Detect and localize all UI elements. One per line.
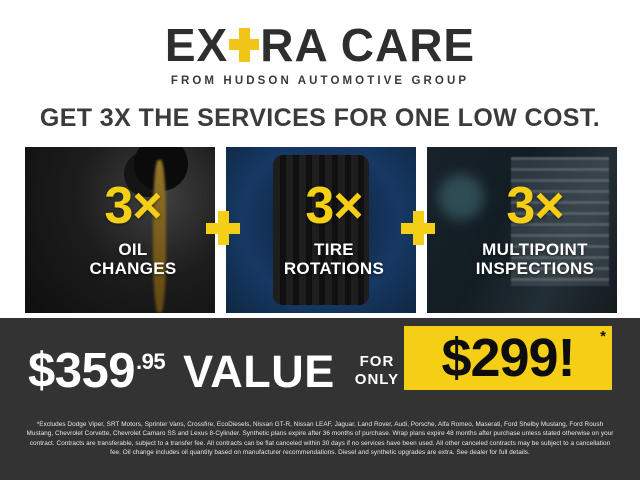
logo-tagline: FROM HUDSON AUTOMOTIVE GROUP [170, 75, 470, 87]
service-label-line1: TIRE [314, 239, 354, 259]
service-label-line2: INSPECTIONS [475, 258, 595, 278]
logo-area: EX RA CARE FROM HUDSON AUTOMOTIVE GROUP [0, 0, 640, 87]
service-multiplier: 3× [104, 177, 162, 236]
oil-change-photo [25, 147, 215, 313]
photo-overlay [25, 147, 215, 313]
brand-logo: EX RA CARE [165, 22, 475, 68]
for-label: FOR [359, 353, 395, 371]
plus-icon [229, 28, 260, 62]
service-label: OIL CHANGES [89, 240, 176, 278]
service-label-line1: OIL [118, 239, 148, 259]
service-panels: 3× OIL CHANGES 3× TIRE ROTATIONS 3× MULT… [25, 147, 617, 313]
service-multiplier: 3× [506, 177, 564, 236]
sale-price-box: $299! * [404, 326, 612, 390]
value-word: VALUE [183, 345, 335, 397]
service-label-line2: CHANGES [89, 258, 177, 278]
service-label: MULTIPOINT INSPECTIONS [476, 240, 595, 278]
photo-overlay [427, 147, 617, 313]
original-value: $359 .95 [28, 343, 166, 398]
value-row: $359 .95 VALUE FOR ONLY [28, 334, 399, 408]
page-headline: GET 3X THE SERVICES FOR ONE LOW COST. [39, 104, 601, 132]
service-label-line1: MULTIPOINT [482, 239, 588, 259]
original-value-amount: $359 [28, 343, 136, 398]
plus-separator-icon [401, 211, 435, 245]
service-multiplier: 3× [305, 177, 363, 236]
service-panel-tire-rotations: 3× TIRE ROTATIONS [226, 147, 416, 313]
logo-text-part2: RA CARE [260, 19, 476, 71]
logo-text-part1: EX [164, 19, 229, 71]
service-label-line2: ROTATIONS [283, 258, 385, 278]
service-label: TIRE ROTATIONS [284, 240, 384, 278]
disclaimer-text: *Excludes Dodge Viper, SRT Motors, Sprin… [26, 421, 614, 457]
only-label: ONLY [354, 371, 400, 388]
sale-price: $299! [441, 328, 575, 388]
service-panel-oil-changes: 3× OIL CHANGES [25, 147, 215, 313]
asterisk-icon: * [600, 328, 606, 345]
photo-overlay [226, 147, 416, 313]
original-value-cents: .95 [136, 348, 166, 374]
multipoint-inspection-photo [427, 147, 617, 313]
plus-separator-icon [206, 211, 240, 245]
tire-photo [226, 147, 416, 313]
service-panel-multipoint-inspections: 3× MULTIPOINT INSPECTIONS [427, 147, 617, 313]
for-only-label: FOR ONLY [355, 353, 399, 388]
